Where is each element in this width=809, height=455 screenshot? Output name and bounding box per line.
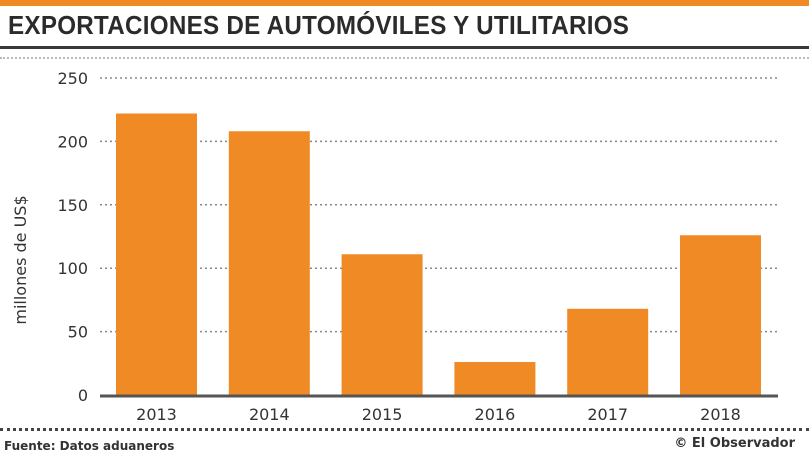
y-tick-label: 0 xyxy=(78,386,88,405)
bar-2013 xyxy=(116,113,197,395)
bar-2018 xyxy=(680,235,761,395)
copyright-credit: © El Observador xyxy=(674,436,795,451)
bar-2016 xyxy=(454,362,536,395)
y-tick-label: 200 xyxy=(57,132,88,151)
bar-2017 xyxy=(567,308,649,395)
x-tick-label: 2018 xyxy=(700,405,741,424)
x-tick-label: 2014 xyxy=(249,405,290,424)
bar-2015 xyxy=(341,254,423,395)
y-tick-label: 50 xyxy=(68,323,88,342)
x-tick-label: 2016 xyxy=(475,405,516,424)
source-note: Fuente: Datos aduaneros xyxy=(4,439,175,453)
bottom-dotted-divider xyxy=(0,428,809,431)
y-axis-label: millones de US$ xyxy=(11,195,30,324)
bar-2014 xyxy=(228,131,310,396)
y-tick-label: 150 xyxy=(57,196,88,215)
y-tick-label: 100 xyxy=(57,259,88,278)
x-tick-label: 2015 xyxy=(362,405,403,424)
x-tick-label: 2017 xyxy=(587,405,628,424)
x-tick-label: 2013 xyxy=(136,405,177,424)
y-tick-label: 250 xyxy=(57,69,88,88)
title-divider xyxy=(0,46,809,49)
top-accent-bar xyxy=(0,0,809,6)
chart-title: EXPORTACIONES DE AUTOMÓVILES Y UTILITARI… xyxy=(8,10,630,40)
top-dotted-divider xyxy=(0,57,809,59)
